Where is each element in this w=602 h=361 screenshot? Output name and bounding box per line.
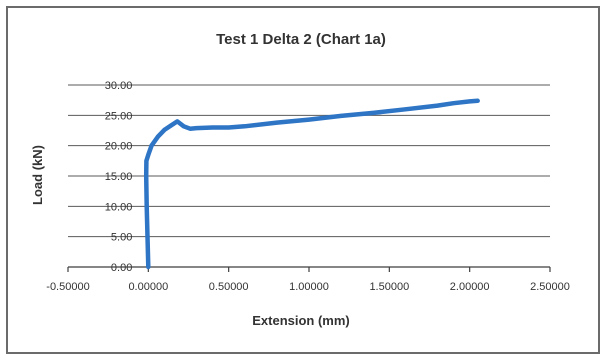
x-tick-label: 0.00000 [128,281,168,293]
x-tick-label: 0.50000 [209,281,249,293]
gridlines [68,84,550,238]
y-tick-label: 25.00 [105,110,133,122]
y-tick-label: 15.00 [105,171,133,183]
x-tick-label: 1.00000 [289,281,329,293]
chart-frame [6,6,600,354]
y-tick-label: 5.00 [111,232,132,244]
x-tick-label: 2.00000 [450,281,490,293]
y-axis-title: Load (kN) [30,145,45,205]
x-tick-labels: -0.50000 0.00000 0.50000 1.00000 1.50000 2.00… [46,281,570,293]
chart-title: Test 1 Delta 2 (Chart 1a) [216,31,386,48]
y-tick-label: 20.00 [105,141,133,153]
x-axis-title: Extension (mm) [252,313,350,328]
x-tick-label: 2.50000 [530,281,570,293]
y-tick-labels: 0.00 5.00 10.00 15.00 20.00 25.00 30.00 [105,80,133,274]
y-tick-label: 10.00 [105,201,133,213]
x-axis [67,266,551,272]
x-tick-label: 1.50000 [369,281,409,293]
y-tick-label: 0.00 [111,262,132,274]
y-tick-label: 30.00 [105,80,133,92]
series-line [143,98,480,270]
x-tick-label: -0.50000 [46,281,89,293]
